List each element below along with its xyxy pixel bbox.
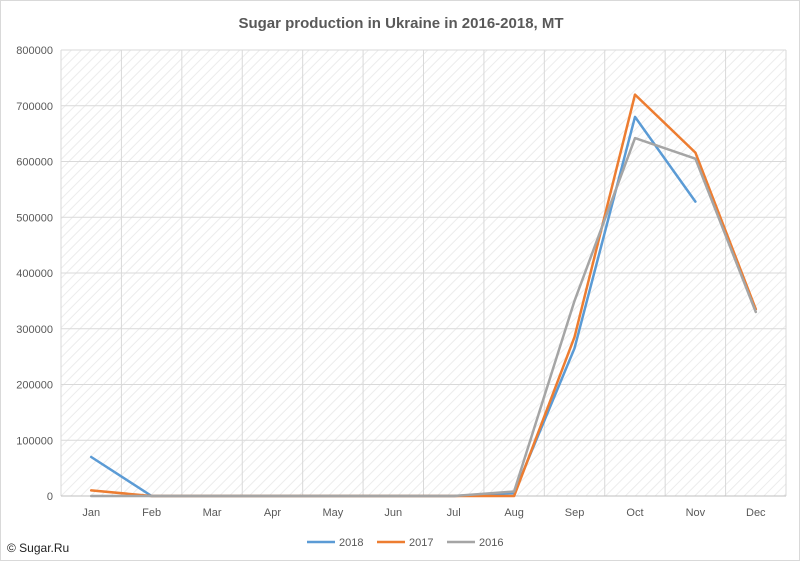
y-tick-label: 400000: [16, 268, 53, 280]
y-tick-label: 0: [47, 491, 53, 503]
series-lines: [89, 93, 758, 498]
y-axis: 0 100000 200000 300000 400000 500000 600000 700…: [16, 45, 53, 503]
legend-label: 2017: [409, 537, 433, 549]
x-tick-label: Nov: [686, 507, 706, 519]
x-tick-label: Oct: [626, 507, 643, 519]
legend-label: 2018: [339, 537, 363, 549]
x-tick-label: May: [322, 507, 343, 519]
x-tick-label: Dec: [746, 507, 766, 519]
chart-title: Sugar production in Ukraine in 2016-2018…: [238, 15, 563, 32]
y-tick-label: 200000: [16, 380, 53, 392]
x-tick-label: Jul: [447, 507, 461, 519]
y-tick-label: 100000: [16, 435, 53, 447]
y-tick-label: 600000: [16, 157, 53, 169]
y-tick-label: 800000: [16, 45, 53, 57]
y-tick-label: 500000: [16, 212, 53, 224]
y-tick-label: 300000: [16, 324, 53, 336]
series-line-2016: [89, 136, 758, 498]
legend-item: 2016: [447, 537, 503, 549]
x-tick-label: Apr: [264, 507, 281, 519]
x-tick-label: Sep: [565, 507, 585, 519]
x-tick-label: Jun: [384, 507, 402, 519]
copyright-text: © Sugar.Ru: [7, 541, 69, 555]
x-axis: Jan Feb Mar Apr May Jun Jul Aug Sep Oct Nov Dec: [61, 495, 786, 519]
legend-label: 2016: [479, 537, 503, 549]
legend: 2018 2017 2016: [307, 537, 503, 549]
x-tick-label: Jan: [82, 507, 100, 519]
gridlines: [60, 49, 787, 497]
legend-item: 2018: [307, 537, 363, 549]
series-2016: [89, 136, 758, 498]
x-tick-label: Feb: [142, 507, 161, 519]
y-tick-label: 700000: [16, 101, 53, 113]
legend-item: 2017: [377, 537, 433, 549]
x-tick-label: Mar: [203, 507, 222, 519]
x-tick-label: Aug: [504, 507, 524, 519]
